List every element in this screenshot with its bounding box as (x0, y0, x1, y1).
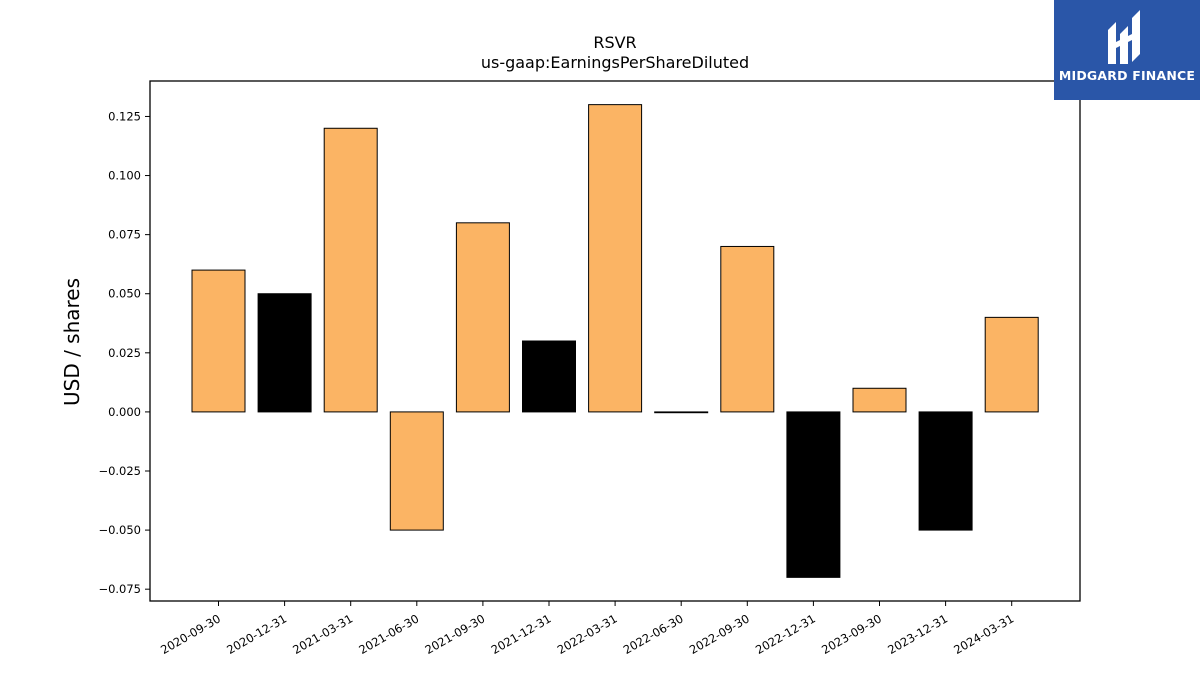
plot-area-frame (149, 80, 1081, 602)
y-axis-ticks: −0.075 −0.050 −0.025 0.000 0.025 0.050 0.075 0.… (98, 109, 150, 596)
y-tick-label: 0.025 (108, 346, 141, 360)
x-tick-label: 2021-06-30 (356, 611, 421, 657)
x-tick-label: 2021-03-31 (290, 611, 355, 657)
y-axis-label: USD / shares (60, 278, 84, 406)
bar-2021-06-30 (389, 411, 444, 531)
midgard-logo-icon (1108, 10, 1140, 64)
bar-2021-12-31 (522, 340, 576, 413)
y-tick-label: 0.100 (108, 169, 141, 183)
y-tick-label: 0.075 (108, 228, 141, 242)
x-tick-label: 2023-09-30 (819, 611, 884, 657)
x-tick-label: 2022-09-30 (687, 611, 752, 657)
bar-2023-12-31 (918, 411, 973, 531)
x-tick-label: 2022-03-31 (555, 611, 620, 657)
midgard-finance-logo: MIDGARD FINANCE (1054, 0, 1200, 100)
y-tick-label: 0.050 (108, 287, 141, 301)
x-tick-label: 2020-12-31 (224, 611, 289, 657)
chart-title: RSVR (593, 33, 636, 52)
bar-2023-09-30 (852, 387, 907, 413)
x-tick-label: 2024-03-31 (951, 611, 1016, 657)
x-tick-label: 2023-12-31 (885, 611, 950, 657)
bar-2020-09-30 (191, 269, 246, 413)
bar-2021-09-30 (455, 222, 510, 413)
bar-2021-03-31 (323, 127, 378, 413)
x-tick-label: 2022-12-31 (753, 611, 818, 657)
bar-2022-03-31 (588, 104, 643, 413)
y-tick-label: 0.125 (108, 109, 141, 123)
y-tick-label: −0.050 (98, 523, 141, 537)
logo-text: MIDGARD FINANCE (1058, 68, 1196, 83)
x-tick-label: 2022-06-30 (621, 611, 686, 657)
x-tick-label: 2020-09-30 (158, 611, 223, 657)
bar-2020-12-31 (257, 293, 312, 413)
bar-2022-06-30 (654, 411, 709, 414)
x-tick-label: 2021-09-30 (423, 611, 488, 657)
bars-group (191, 104, 1039, 578)
chart-subtitle: us-gaap:EarningsPerShareDiluted (481, 53, 749, 72)
bar-2022-09-30 (720, 245, 775, 413)
y-tick-label: −0.025 (98, 464, 141, 478)
x-axis-ticks: 2020-09-30 2020-12-31 2021-03-31 2021-06-30… (158, 601, 1016, 657)
bar-2024-03-31 (984, 316, 1039, 413)
y-tick-label: −0.075 (98, 582, 141, 596)
y-tick-label: 0.000 (108, 405, 141, 419)
bar-2022-12-31 (786, 411, 841, 578)
x-tick-label: 2021-12-31 (489, 611, 554, 657)
